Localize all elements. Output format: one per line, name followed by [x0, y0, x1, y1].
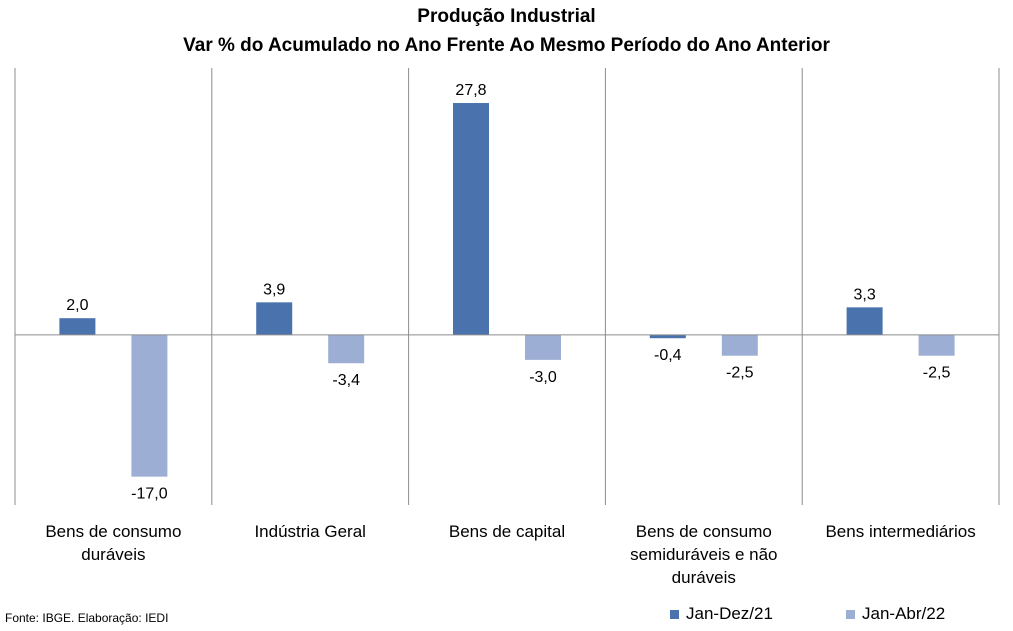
bar-jan-abr-22	[525, 334, 561, 360]
data-label: -2,5	[923, 365, 951, 382]
legend-swatch-jan-abr-22	[846, 609, 855, 619]
chart-subtitle: Var % do Acumulado no Ano Frente Ao Mesm…	[183, 35, 830, 56]
source-note: Fonte: IBGE. Elaboração: IEDI	[5, 611, 169, 625]
category-label-line: Bens de capital	[449, 522, 565, 541]
data-label: 3,9	[263, 281, 285, 298]
category-label: Bens de consumo duráveis	[45, 522, 181, 564]
data-label: -17,0	[131, 486, 168, 503]
bar-jan-dez-21	[649, 334, 686, 339]
category-label-line: Bens intermediários	[825, 522, 975, 541]
category-label-line: duráveis	[672, 568, 736, 587]
bar-jan-abr-22	[721, 334, 758, 356]
data-label: -3,4	[332, 372, 360, 389]
legend-label-jan-dez-21: Jan-Dez/21	[686, 604, 773, 623]
data-label: -3,0	[529, 369, 557, 386]
category-label: Bens intermediários	[825, 522, 975, 541]
category-label-line: Bens de consumo	[636, 522, 772, 541]
data-label: -2,5	[726, 365, 754, 382]
legend-item-jan-abr-22: Jan-Abr/22	[846, 604, 945, 624]
chart-title: Produção Industrial	[417, 6, 596, 27]
category-label: Bens de consumo semiduráveis e não durávei…	[630, 522, 777, 587]
legend-swatch-jan-dez-21	[670, 609, 679, 619]
category-label-line: Indústria Geral	[254, 522, 366, 541]
bar-jan-dez-21	[846, 307, 883, 335]
bar-jan-abr-22	[131, 334, 168, 477]
legend-label-jan-abr-22: Jan-Abr/22	[862, 604, 946, 623]
bar-jan-dez-21	[453, 103, 489, 335]
bar-chart: 2,0 -17,0 Bens de consumo duráveis 3,9 -3,4 In…	[14, 68, 1000, 587]
data-label: -0,4	[654, 347, 682, 364]
bar-jan-dez-21	[256, 302, 293, 335]
category-label: Bens de capital	[449, 522, 565, 541]
data-label: 2,0	[66, 297, 88, 314]
category-label-line: duráveis	[81, 545, 145, 564]
legend-item-jan-dez-21: Jan-Dez/21	[670, 604, 773, 624]
bar-jan-abr-22	[328, 334, 365, 364]
bar-jan-abr-22	[918, 334, 955, 356]
data-label: 3,3	[853, 286, 875, 303]
category-label-line: Bens de consumo	[45, 522, 181, 541]
bar-jan-dez-21	[59, 318, 96, 335]
category-label: Indústria Geral	[254, 522, 366, 541]
category-label-line: semiduráveis e não	[630, 545, 777, 564]
data-label: 27,8	[455, 82, 486, 99]
